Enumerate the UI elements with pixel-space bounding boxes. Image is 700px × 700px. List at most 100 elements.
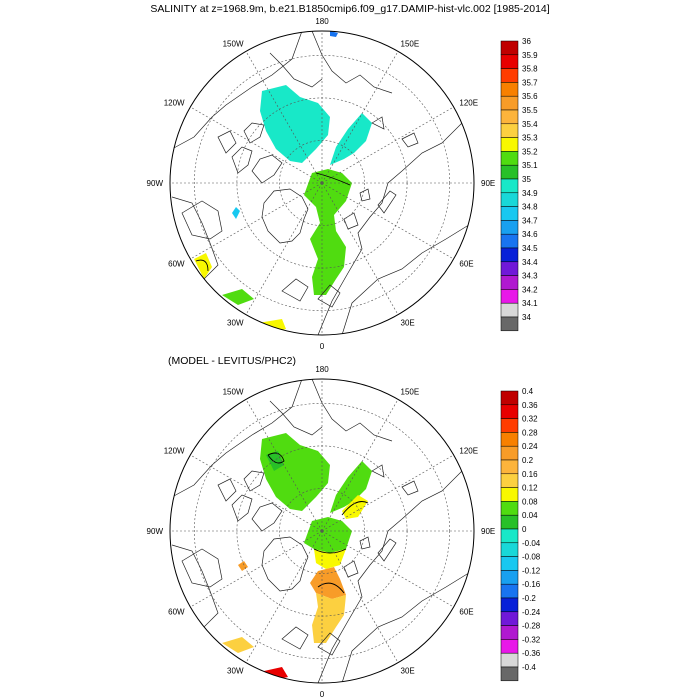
colorbar-box xyxy=(500,556,519,571)
colorbar-label: 34.7 xyxy=(522,216,538,225)
colorbar-box xyxy=(500,611,519,626)
colorbar-box xyxy=(500,316,519,332)
region-eurasian-basin-anom xyxy=(330,461,372,513)
colorbar-label: -0.28 xyxy=(522,622,541,631)
salinity-colorbar: 36 35.9 35.8 35.7 35.6 35.5 35.4 35.3 35.2 35.1 35… xyxy=(500,37,538,332)
lon-label-upper_left: 150W xyxy=(223,40,244,49)
longitude-gridline xyxy=(245,182,323,315)
coastline xyxy=(231,494,253,522)
colorbar-label: -0.4 xyxy=(522,663,536,672)
colorbar-label: 35.6 xyxy=(522,92,538,101)
colorbar-box xyxy=(500,123,519,138)
longitude-gridline xyxy=(321,530,454,608)
coastline xyxy=(171,31,303,150)
colorbar-box xyxy=(500,82,519,97)
coastline xyxy=(401,480,419,496)
region-strait-anom xyxy=(304,517,352,553)
longitude-gridline xyxy=(190,454,323,532)
coastline xyxy=(371,464,385,478)
longitude-gridline xyxy=(321,454,454,532)
colorbar-label: 0 xyxy=(522,525,527,534)
main-title: SALINITY at z=1968.9m, b.e21.B1850cmip6.… xyxy=(150,3,549,15)
coastline xyxy=(251,154,283,184)
value-contour xyxy=(341,501,369,516)
colorbar-label: 0.24 xyxy=(522,442,538,451)
colorbar-label: 36 xyxy=(522,37,531,46)
lon-label-bottom: 0 xyxy=(320,690,325,699)
colorbar-label: 34.5 xyxy=(522,244,538,253)
colorbar-box xyxy=(500,95,519,111)
map-interior xyxy=(170,379,474,683)
longitude-gridline xyxy=(321,51,399,184)
colorbar-label: 35.3 xyxy=(522,134,538,143)
colorbar-box xyxy=(500,233,519,249)
coastline xyxy=(281,626,309,650)
colorbar-label: 0.32 xyxy=(522,415,538,424)
lon-label-left: 90W xyxy=(147,179,164,188)
colorbar-box xyxy=(500,178,519,194)
lon-label-left_upper: 120W xyxy=(164,447,185,456)
longitude-gridline xyxy=(190,106,323,184)
region-baffin xyxy=(232,207,240,219)
colorbar-label: 35.8 xyxy=(522,65,538,74)
colorbar-label: 0.28 xyxy=(522,428,538,437)
value-contour xyxy=(313,548,347,554)
colorbar-box xyxy=(500,652,519,668)
map-boundary xyxy=(169,30,475,336)
coastline xyxy=(171,196,219,294)
region-irminger xyxy=(222,289,254,305)
colorbar-label: 35.9 xyxy=(522,51,538,60)
colorbar-label: 0.4 xyxy=(522,387,534,396)
lon-label-top: 180 xyxy=(315,365,329,374)
coastline xyxy=(343,560,359,578)
colorbar-box xyxy=(500,445,519,461)
coastline xyxy=(243,122,265,144)
coastline xyxy=(171,544,219,642)
colorbar-label: -0.04 xyxy=(522,539,541,548)
colorbar-box xyxy=(500,514,519,530)
coastline xyxy=(311,31,393,94)
latitude-gridline xyxy=(194,402,450,659)
colorbar-label: 35.2 xyxy=(522,147,538,156)
value-contour xyxy=(317,582,345,594)
lon-label-left_upper: 120W xyxy=(164,99,185,108)
colorbar-box xyxy=(500,390,519,406)
colorbar-box xyxy=(500,666,519,682)
coastline xyxy=(317,122,463,335)
colorbar-label: 34.2 xyxy=(522,285,538,294)
colorbar-label: -0.36 xyxy=(522,649,541,658)
coastline xyxy=(181,200,223,240)
longitude-gridline xyxy=(321,182,454,260)
colorbar-box xyxy=(500,54,519,69)
colorbar-box xyxy=(500,459,519,475)
colorbar-box xyxy=(500,625,519,640)
colorbar-box xyxy=(500,192,519,207)
lon-label-right_lower: 60E xyxy=(459,260,473,269)
colorbar-box xyxy=(500,206,519,221)
colorbar-box xyxy=(500,275,519,290)
colorbar-label: 34.8 xyxy=(522,203,538,212)
coastline xyxy=(341,570,473,683)
colorbar-label: 35.4 xyxy=(522,120,538,129)
colorbar-label: 0.04 xyxy=(522,511,538,520)
value-contour xyxy=(315,172,351,186)
coastline xyxy=(317,632,341,656)
coastline xyxy=(317,470,463,683)
colorbar-label: 35.7 xyxy=(522,78,538,87)
coastline xyxy=(261,536,309,592)
coastline xyxy=(281,278,309,302)
lon-label-lower_right: 30E xyxy=(401,318,415,327)
coastline xyxy=(269,400,323,436)
value-contour xyxy=(195,259,209,272)
coastline xyxy=(269,52,323,88)
longitude-gridline xyxy=(321,530,399,663)
colorbar-box xyxy=(500,151,519,166)
lon-label-upper_right: 150E xyxy=(401,388,420,397)
colorbar-box xyxy=(500,40,519,56)
colorbar-box xyxy=(500,289,519,304)
colorbar-label: 0.2 xyxy=(522,456,534,465)
colorbar-box xyxy=(500,164,519,180)
latitude-gridline xyxy=(279,488,365,574)
coastline xyxy=(343,212,359,230)
colorbar-label: -0.2 xyxy=(522,594,536,603)
